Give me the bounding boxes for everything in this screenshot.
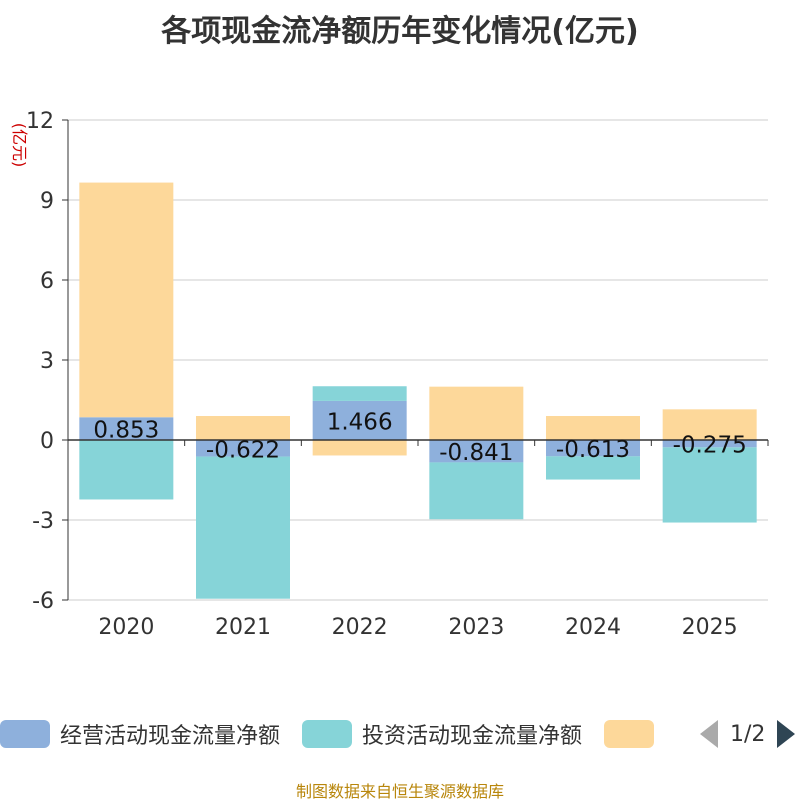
x-tick-label: 2022: [332, 615, 388, 640]
y-tick-label: 0: [40, 429, 54, 454]
chart-title: 各项现金流净额历年变化情况(亿元): [161, 14, 639, 49]
y-tick-label: -3: [32, 509, 54, 534]
data-label-operating-2023: -0.841: [439, 440, 513, 466]
bar-series0-2021: [196, 440, 290, 457]
y-tick-label: -6: [32, 589, 54, 614]
x-tick-label: 2025: [682, 615, 738, 640]
data-label-operating-2021: -0.622: [206, 437, 280, 463]
legend-page-indicator: 1/2: [730, 721, 766, 747]
y-axis-title: (亿元): [10, 123, 29, 168]
legend-next-page-icon[interactable]: [777, 720, 796, 748]
data-source-note: 制图数据来自恒生聚源数据库: [295, 782, 504, 801]
legend-pager: 1/2: [700, 716, 796, 752]
bar-series2-2025: [662, 409, 757, 440]
data-label-operating-2022: 1.466: [327, 409, 393, 435]
legend-item-investing[interactable]: 投资活动现金流量净额: [302, 718, 582, 750]
data-label-operating-2024: -0.613: [556, 437, 630, 463]
bar-series1-2020: [79, 440, 174, 500]
bar-series0-2022: [312, 400, 407, 440]
bar-series0-2024: [546, 440, 640, 457]
legend-item-operating[interactable]: 经营活动现金流量净额: [0, 718, 280, 750]
bar-series1-2023: [429, 462, 524, 520]
bar-series2-2022: [312, 440, 407, 456]
legend-prev-page-icon[interactable]: [700, 720, 718, 748]
y-tick-label: 3: [40, 349, 54, 374]
bar-series2-2024: [546, 416, 640, 440]
y-tick-label: 12: [26, 109, 54, 134]
legend-label-operating: 经营活动现金流量净额: [60, 724, 281, 749]
data-label-operating-2020: 0.853: [93, 418, 159, 444]
y-tick-label: 6: [40, 269, 54, 294]
legend-label-investing: 投资活动现金流量净额: [362, 724, 583, 749]
x-tick-label: 2021: [215, 615, 271, 640]
bar-series2-2020: [79, 182, 174, 418]
legend-swatch-investing: [302, 720, 353, 748]
x-tick-label: 2023: [448, 615, 504, 640]
bar-series1-2025: [662, 447, 757, 523]
bar-series0-2020: [79, 417, 174, 440]
x-tick-label: 2020: [98, 615, 154, 640]
legend-swatch-operating: [0, 720, 50, 748]
bar-series1-2024: [546, 456, 640, 480]
bar-series2-2021: [196, 416, 290, 440]
bar-series1-2021: [196, 456, 290, 599]
x-tick-label: 2024: [565, 615, 621, 640]
bar-series2-2023: [429, 386, 524, 440]
bar-series1-2022: [312, 386, 407, 401]
bar-series0-2023: [429, 440, 524, 463]
legend: 经营活动现金流量净额 投资活动现金流量净额: [0, 716, 686, 752]
bar-series0-2025: [662, 440, 757, 448]
legend-swatch-financing: [604, 720, 655, 748]
data-label-operating-2025: -0.275: [673, 433, 747, 459]
legend-item-financing[interactable]: [604, 720, 664, 748]
y-tick-label: 9: [40, 189, 54, 214]
